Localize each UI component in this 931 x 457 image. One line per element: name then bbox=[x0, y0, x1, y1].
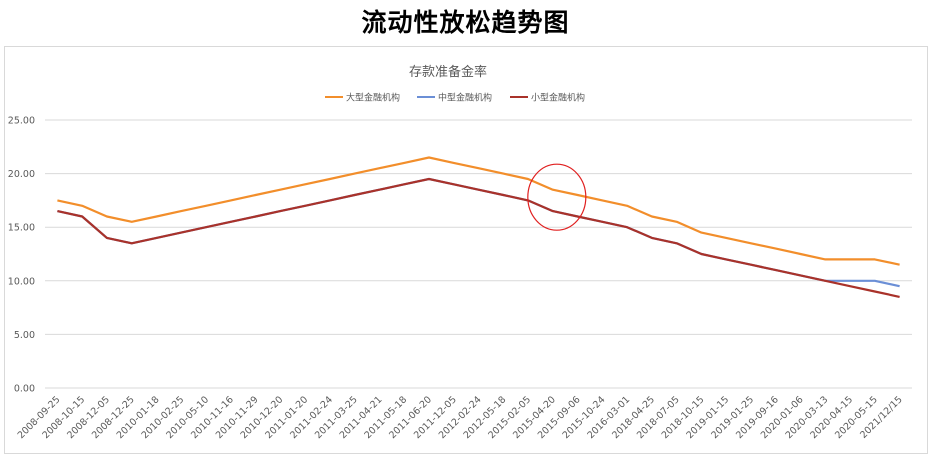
x-axis: 2008-09-252008-10-152008-12-052008-12-25… bbox=[16, 394, 905, 441]
legend-label: 中型金融机构 bbox=[438, 92, 492, 104]
y-tick-label: 15.00 bbox=[8, 223, 35, 234]
annotations bbox=[527, 163, 587, 231]
y-tick-label: 20.00 bbox=[8, 169, 35, 180]
grid bbox=[45, 119, 912, 389]
y-axis: 0.00 5.00 10.00 15.00 20.00 25.00 bbox=[8, 116, 35, 395]
y-tick-label: 5.00 bbox=[14, 330, 35, 341]
series-line-0 bbox=[57, 156, 900, 266]
series-line-2 bbox=[57, 177, 900, 298]
series-lines bbox=[57, 156, 900, 298]
y-tick-label: 0.00 bbox=[14, 384, 35, 395]
page-title: 流动性放松趋势图 bbox=[361, 8, 570, 37]
legend-label: 小型金融机构 bbox=[531, 92, 585, 104]
legend: 大型金融机构 中型金融机构 小型金融机构 bbox=[325, 92, 585, 104]
chart-frame: 存款准备金率 大型金融机构 中型金融机构 小型金融机构 0.00 5.00 10.00 1… bbox=[4, 46, 928, 454]
highlight-circle bbox=[527, 163, 587, 231]
chart-title: 存款准备金率 bbox=[409, 64, 487, 80]
y-tick-label: 25.00 bbox=[8, 116, 35, 127]
reserve-ratio-chart: 存款准备金率 大型金融机构 中型金融机构 小型金融机构 0.00 5.00 10.00 1… bbox=[8, 64, 912, 441]
y-tick-label: 10.00 bbox=[8, 276, 35, 287]
legend-label: 大型金融机构 bbox=[346, 92, 400, 104]
